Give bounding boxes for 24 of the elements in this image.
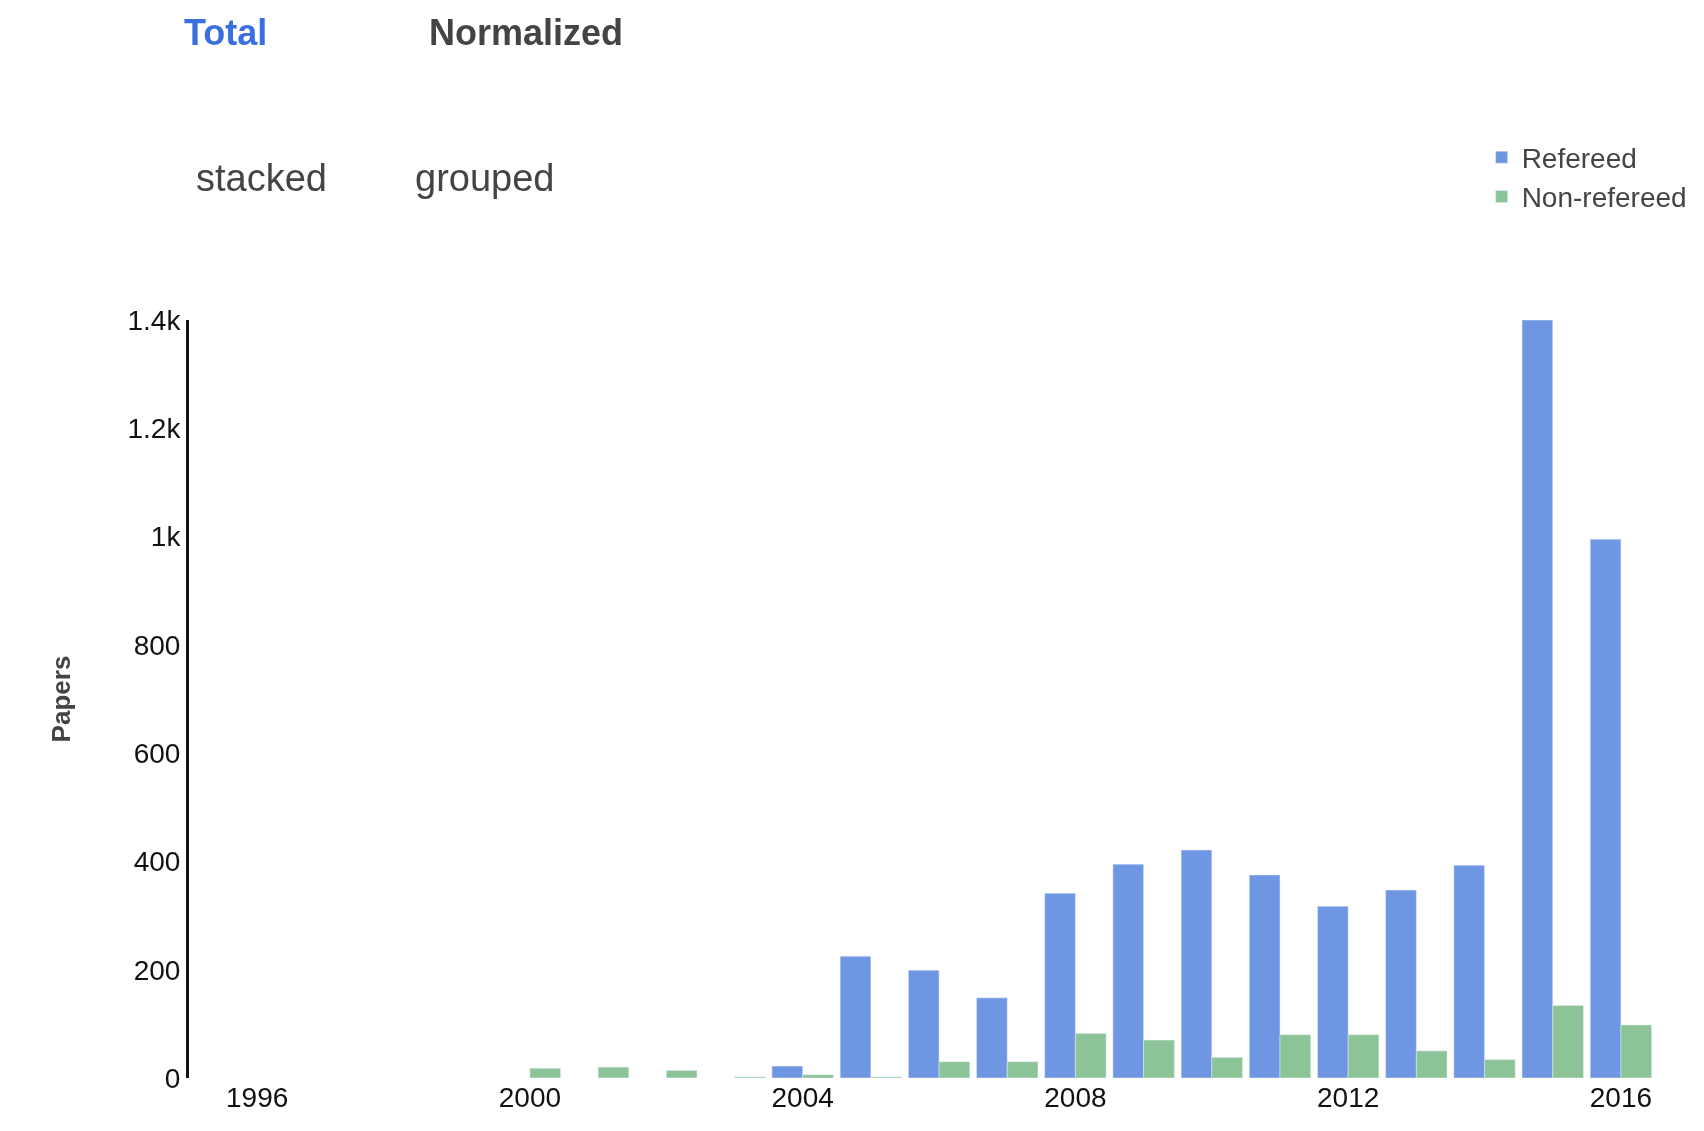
y-tick-label: 800 xyxy=(133,629,181,661)
x-tick-label: 2004 xyxy=(771,1082,834,1113)
y-tick-label: 200 xyxy=(133,954,181,986)
x-tick-label: 1996 xyxy=(226,1082,289,1113)
x-tick-label: 2016 xyxy=(1589,1082,1653,1113)
bar xyxy=(529,1068,561,1078)
x-tick-label: 2000 xyxy=(498,1082,562,1113)
y-tick-label: 1.2k xyxy=(127,413,182,445)
text: grouped xyxy=(415,157,555,199)
x-tick-label: 2008 xyxy=(1044,1082,1107,1113)
text: stacked xyxy=(196,157,327,199)
x-tick-label: 2012 xyxy=(1317,1082,1380,1113)
bar xyxy=(597,1066,630,1078)
y-tick-label: 400 xyxy=(133,846,181,878)
bar xyxy=(666,1070,698,1078)
text: Total xyxy=(184,12,268,53)
y-axis-title: Papers xyxy=(45,655,76,743)
y-tick-label: 1.4k xyxy=(127,304,182,336)
y-tick-label: 600 xyxy=(133,737,181,769)
y-tick-label: 1k xyxy=(150,521,182,553)
legend-label: Refereed xyxy=(1521,143,1637,175)
text: Normalized xyxy=(429,12,624,53)
y-tick-label: 0 xyxy=(164,1062,181,1094)
legend-label: Non-refereed xyxy=(1521,182,1687,214)
